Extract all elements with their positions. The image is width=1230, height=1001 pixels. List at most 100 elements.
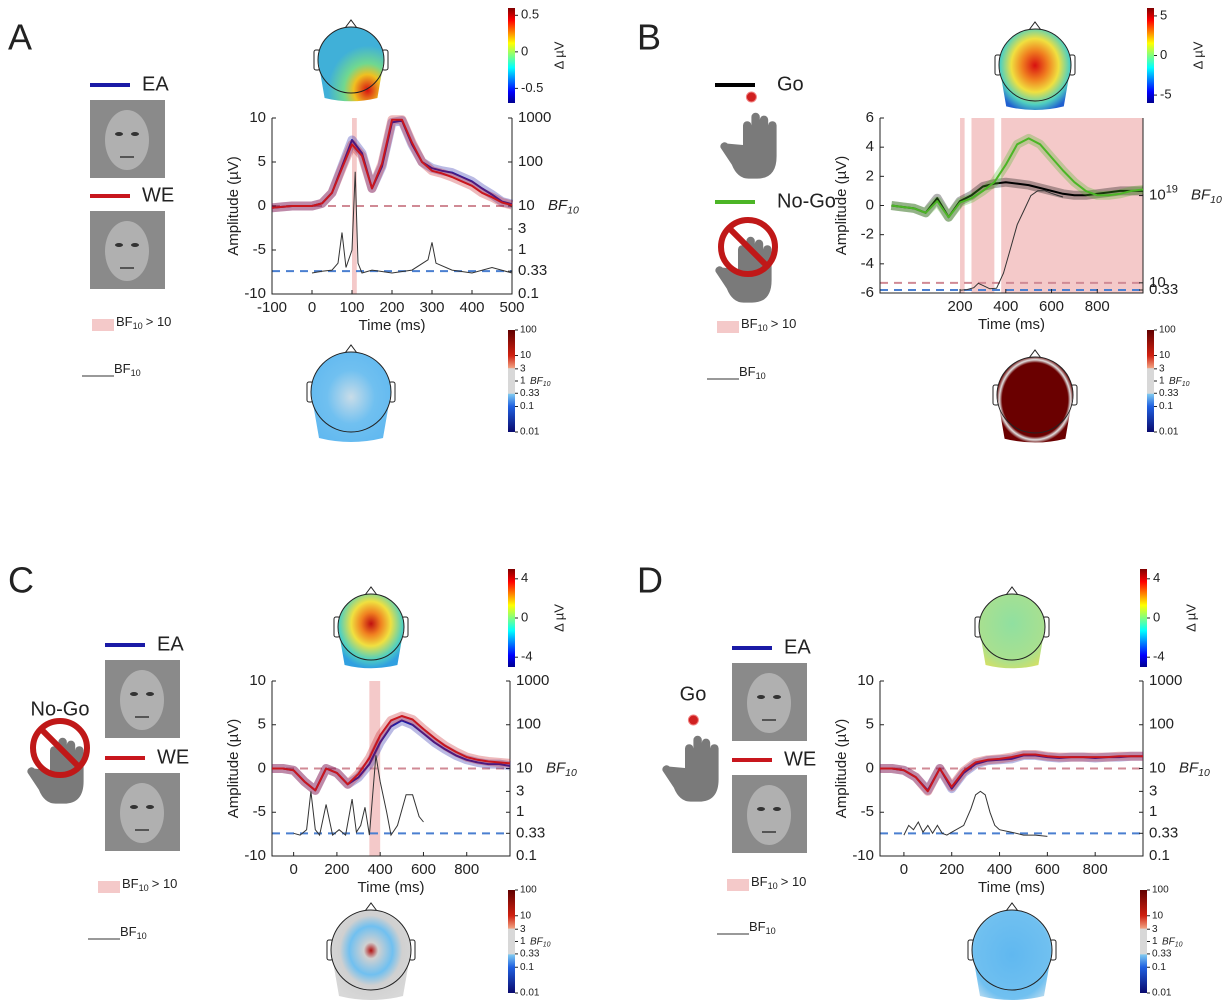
mouth [120, 156, 134, 158]
colorbar-label: Δ µV [551, 41, 566, 69]
legend-shade-swatch [98, 881, 120, 893]
head-outline [978, 593, 1046, 661]
colorbar [1147, 8, 1154, 103]
x-tick-label: 800 [1085, 298, 1110, 315]
head-outline [998, 28, 1072, 102]
y2-tick-label: 3 [518, 220, 526, 237]
condition-label: No-Go [31, 698, 90, 720]
y-axis-label: Amplitude (µV) [225, 156, 242, 256]
bf-colorbar-tick-label: 0.01 [520, 427, 540, 438]
colorbar-tick-label: 0 [1160, 47, 1167, 62]
y2-tick-label-base: 10 [1149, 187, 1166, 204]
nose [344, 344, 358, 354]
face [120, 670, 164, 730]
y-tick-label: -4 [861, 255, 874, 272]
legend-bf-label-part: BF [114, 361, 131, 376]
y2-tick-label: 100 [518, 153, 543, 170]
face [105, 110, 149, 170]
y2-axis-label-part: BF [548, 197, 568, 214]
bf-colorbar-tick-label: 0.33 [1152, 949, 1172, 960]
legend-label: Go [777, 73, 804, 95]
x-tick-label: 200 [939, 861, 964, 878]
bf-colorbar-tick-label: 100 [520, 325, 537, 336]
y-tick-label: 10 [249, 109, 266, 126]
eye [757, 807, 765, 811]
bf-colorbar-label-part: 10 [1182, 381, 1190, 388]
bf-colorbar-tick-label: 0.33 [1159, 388, 1179, 399]
series-line [271, 118, 513, 209]
x-tick-label: 100 [339, 299, 364, 316]
legend-shade-label: BF10 > 10 [116, 314, 171, 331]
legend-shade-label-part: 10 [133, 321, 143, 331]
x-tick-label: -100 [257, 299, 287, 316]
legend-bf-label-part: 10 [766, 926, 776, 936]
colorbar-tick-label: 0 [521, 43, 528, 58]
touch-dot [687, 714, 699, 726]
bf-colorbar-tick-label: 1 [520, 936, 526, 947]
bf-colorbar-tick-label: 0.1 [520, 962, 534, 973]
bf-colorbar-label-part: BF [1169, 376, 1183, 387]
x-tick-label: 200 [324, 861, 349, 878]
topomap [999, 29, 1071, 110]
x-tick-label: 800 [454, 861, 479, 878]
y-tick-label: -5 [253, 241, 266, 258]
y-tick-label: 4 [866, 138, 874, 155]
colorbar-label: Δ µV [1183, 604, 1198, 632]
y2-axis-label-part: 10 [1210, 194, 1222, 206]
topomap [979, 594, 1045, 669]
colorbar-tick-label: -4 [1153, 649, 1165, 664]
bf-colorbar-tick-label: 100 [520, 885, 537, 896]
colorbar-label: Δ µV [1190, 41, 1205, 69]
bf-colorbar-label-part: BF [530, 376, 544, 387]
legend-bf-label: BF10 [114, 361, 141, 378]
y-tick-label: 0 [866, 759, 874, 776]
mouth [762, 719, 776, 721]
y2-tick-label: 10 [516, 759, 533, 776]
y-tick-label: -10 [852, 847, 874, 864]
y-tick-label: 10 [249, 672, 266, 689]
eye [130, 805, 138, 809]
head-outline [971, 909, 1053, 991]
bf-shade [971, 118, 995, 293]
bf-colorbar-tick-label: 1 [1152, 936, 1158, 947]
eye [757, 695, 765, 699]
y2-tick-label: 1000 [516, 672, 549, 689]
bf-colorbar-label: BF10 [1169, 376, 1190, 388]
legend-bf-label-part: 10 [137, 931, 147, 941]
legend-shade-label: BF10 > 10 [741, 316, 796, 333]
bf-colorbar [1140, 890, 1147, 993]
x-tick-label: 600 [1039, 298, 1064, 315]
bf-colorbar-label-part: 10 [543, 941, 551, 948]
legend-shade-swatch [92, 319, 114, 331]
y-axis-label: Amplitude (µV) [833, 719, 850, 819]
legend-shade-label-part: 10 [768, 881, 778, 891]
y2-axis-label: BF10 [546, 759, 577, 778]
x-tick-label: 0 [289, 861, 297, 878]
legend-shade-label-part: > 10 [152, 876, 178, 891]
no-sign [30, 718, 90, 778]
nose [364, 902, 378, 912]
legend-label: EA [142, 73, 169, 95]
x-tick-label: 400 [459, 299, 484, 316]
bf-colorbar-label: BF10 [530, 936, 551, 948]
bf-shade [960, 118, 965, 293]
y2-tick-label: 1000 [1149, 672, 1182, 689]
x-tick-label: 0 [308, 299, 316, 316]
y2-tick-label: 3 [1149, 782, 1157, 799]
legend-label: No-Go [777, 190, 836, 212]
bf-colorbar-label-part: BF [1162, 936, 1176, 947]
eye [146, 805, 154, 809]
y2-axis-label: BF10 [548, 197, 579, 216]
legend-bf-label-part: 10 [131, 368, 141, 378]
y2-axis-label-part: BF [546, 759, 566, 776]
bf-colorbar-label-part: BF [530, 936, 544, 947]
head-outline [337, 593, 405, 661]
y2-axis-label-part: 10 [565, 767, 577, 779]
bf-colorbar-tick-label: 3 [1152, 924, 1158, 935]
topomap [972, 910, 1052, 1000]
bf-line [959, 190, 1064, 291]
eye [115, 132, 123, 136]
head-outline [330, 909, 412, 991]
y2-tick-label: 0.1 [1149, 847, 1170, 864]
